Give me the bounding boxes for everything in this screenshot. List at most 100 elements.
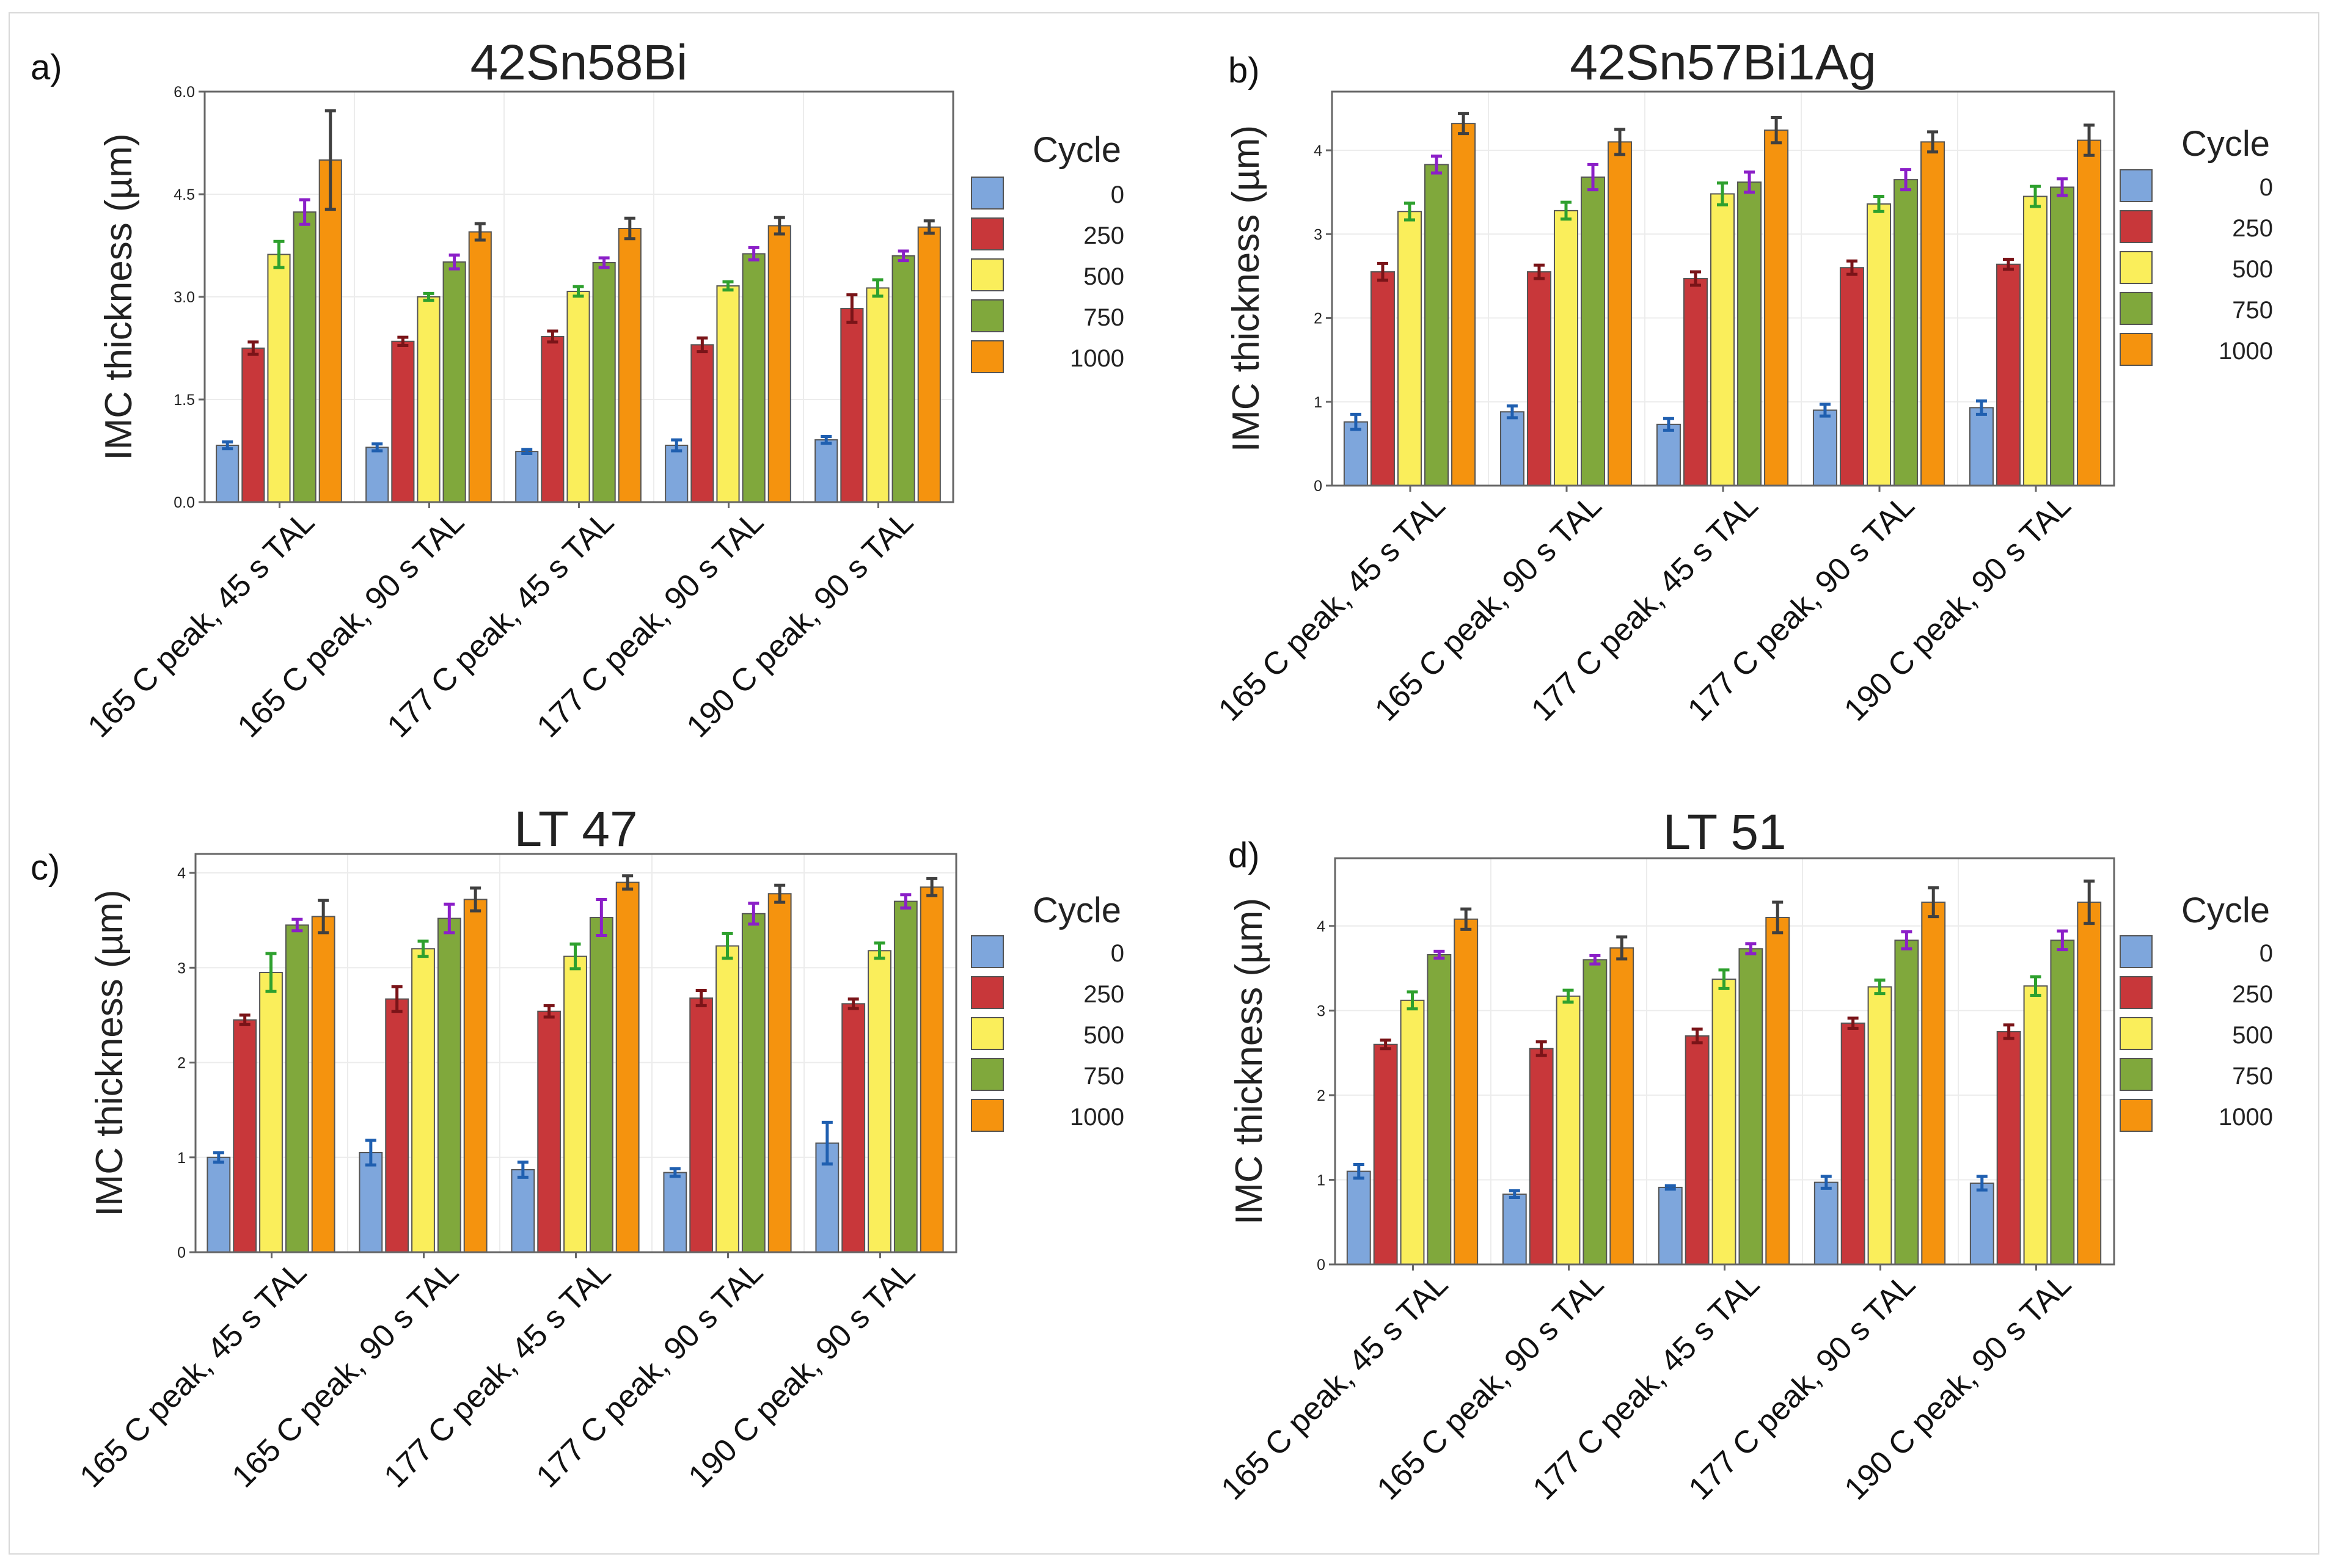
bar-250-1 — [391, 340, 415, 503]
bar-750-1 — [437, 917, 461, 1253]
bar-0-2 — [515, 451, 539, 503]
legend: Cycle 0 250 500 750 1000 — [2120, 124, 2273, 366]
legend-entry-0: 0 — [1111, 940, 1124, 967]
bar-250-3 — [1840, 1023, 1865, 1265]
bar-500-0 — [1400, 999, 1425, 1265]
legend-entry-750: 750 — [1083, 304, 1124, 331]
bar-1000-3 — [767, 225, 791, 503]
bar-0-4 — [814, 439, 838, 503]
y-axis-label: IMC thickness (µm) — [98, 133, 140, 460]
bar-250-1 — [1526, 271, 1551, 486]
bar-500-3 — [1867, 986, 1892, 1266]
legend: Cycle 0 250 500 750 1000 — [2120, 891, 2273, 1132]
bar-1000-4 — [917, 226, 941, 503]
bar-500-2 — [1710, 193, 1735, 486]
bar-0-2 — [511, 1169, 535, 1253]
bar-250-4 — [840, 308, 864, 503]
bar-0-4 — [1969, 407, 1994, 486]
bar-0-1 — [1502, 1194, 1527, 1265]
bar-500-4 — [868, 950, 891, 1253]
bar-1000-0 — [1451, 123, 1476, 487]
legend: Cycle 0 250 500 750 1000 — [971, 891, 1124, 1132]
legend-title: Cycle — [2181, 891, 2270, 930]
bar-750-0 — [293, 211, 317, 503]
legend: Cycle 0 250 500 750 1000 — [971, 130, 1124, 373]
legend-swatch-750 — [2120, 1058, 2153, 1091]
bar-250-4 — [841, 1003, 866, 1253]
y-tick-label: 4 — [1314, 142, 1322, 159]
legend-entry-0: 0 — [1111, 181, 1124, 208]
bar-0-0 — [1343, 421, 1368, 487]
bar-1000-3 — [1921, 902, 1946, 1265]
y-tick-label: 1 — [1314, 394, 1322, 411]
legend-entry-1000: 1000 — [1070, 345, 1124, 372]
y-tick-label: 1 — [177, 1150, 186, 1167]
legend-entry-750: 750 — [2232, 297, 2273, 324]
bar-500-4 — [2023, 985, 2048, 1265]
bar-1000-1 — [463, 899, 488, 1253]
bar-500-2 — [566, 291, 590, 503]
bar-250-2 — [1683, 278, 1708, 486]
legend-swatch-500 — [2120, 251, 2153, 284]
bar-750-3 — [742, 253, 766, 503]
bar-750-0 — [1427, 954, 1452, 1265]
legend-swatch-250 — [2120, 976, 2153, 1009]
bar-250-0 — [1373, 1043, 1398, 1265]
legend-swatch-1000 — [2120, 333, 2153, 366]
bar-250-0 — [241, 348, 265, 503]
legend-swatch-0 — [2120, 935, 2153, 968]
bar-250-4 — [1996, 263, 2021, 486]
y-tick-label: 4 — [177, 865, 186, 882]
legend-entry-1000: 1000 — [2219, 1104, 2273, 1131]
legend-title: Cycle — [1033, 891, 1121, 930]
bar-750-1 — [1581, 176, 1606, 486]
panel-label: c) — [31, 848, 60, 888]
legend-entry-500: 500 — [1083, 263, 1124, 290]
legend-swatch-250 — [971, 217, 1004, 250]
chart-panel-a: a) 42Sn58Bi 0.0 1.5 3.0 4.5 6.0 IMC thickness (… — [31, 35, 1124, 745]
bar-500-1 — [1553, 210, 1579, 486]
bar-250-0 — [1370, 271, 1395, 486]
y-axis-label: IMC thickness (µm) — [89, 889, 131, 1216]
legend-entry-250: 250 — [1083, 981, 1124, 1008]
legend-entry-0: 0 — [2260, 940, 2273, 967]
bar-1000-0 — [318, 159, 342, 503]
bar-250-1 — [1529, 1048, 1554, 1265]
bar-250-3 — [689, 997, 714, 1253]
legend-swatch-1000 — [971, 1099, 1004, 1132]
bar-0-0 — [1346, 1170, 1371, 1265]
panel-label: a) — [31, 48, 62, 87]
bar-250-1 — [385, 998, 409, 1253]
bar-250-2 — [537, 1010, 562, 1253]
bar-0-0 — [207, 1156, 231, 1253]
legend-swatch-250 — [2120, 210, 2153, 243]
bar-500-1 — [411, 948, 435, 1253]
bar-750-2 — [1738, 948, 1763, 1266]
legend-swatch-500 — [971, 1017, 1004, 1050]
bar-750-4 — [891, 255, 915, 503]
legend-entry-1000: 1000 — [2219, 338, 2273, 365]
bar-0-3 — [663, 1172, 687, 1253]
y-tick-label: 1.5 — [174, 392, 195, 409]
bar-750-4 — [893, 900, 918, 1253]
bar-500-2 — [1711, 979, 1736, 1266]
bar-250-4 — [1996, 1031, 2021, 1265]
y-tick-label: 0 — [1317, 1256, 1325, 1274]
legend-swatch-250 — [971, 976, 1004, 1009]
bar-1000-4 — [2077, 902, 2102, 1265]
bar-0-1 — [365, 447, 389, 503]
bar-1000-3 — [767, 893, 792, 1253]
bar-250-2 — [1685, 1035, 1710, 1265]
y-tick-label: 2 — [1314, 310, 1322, 327]
bar-0-1 — [1499, 411, 1524, 487]
bar-500-4 — [866, 287, 890, 503]
bar-500-0 — [1397, 211, 1422, 486]
bar-750-3 — [1894, 939, 1919, 1265]
bar-1000-1 — [1609, 947, 1634, 1265]
bar-750-2 — [589, 917, 613, 1253]
bar-1000-1 — [1608, 141, 1633, 486]
bar-1000-1 — [468, 231, 492, 503]
bar-750-4 — [2050, 939, 2075, 1265]
